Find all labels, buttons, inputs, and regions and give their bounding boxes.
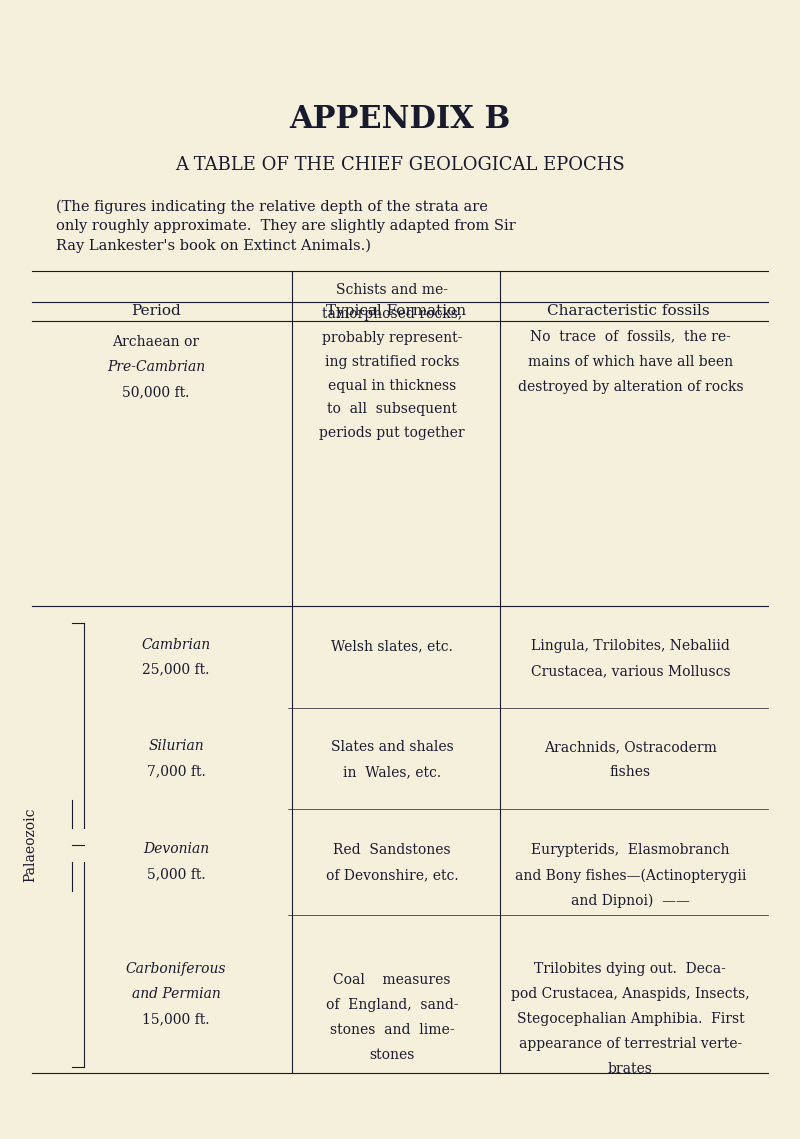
- Text: and Dipnoi)  ——: and Dipnoi) ——: [571, 893, 690, 908]
- Text: 25,000 ft.: 25,000 ft.: [142, 663, 210, 677]
- Text: Devonian: Devonian: [143, 842, 209, 857]
- Text: 7,000 ft.: 7,000 ft.: [146, 764, 206, 778]
- Text: brates: brates: [608, 1062, 653, 1076]
- Text: Carboniferous: Carboniferous: [126, 961, 226, 976]
- Text: to  all  subsequent: to all subsequent: [327, 402, 457, 417]
- Text: and Permian: and Permian: [132, 986, 220, 1001]
- Text: Coal    measures: Coal measures: [334, 973, 450, 988]
- Text: Eurypterids,  Elasmobranch: Eurypterids, Elasmobranch: [531, 843, 730, 858]
- Text: Stegocephalian Amphibia.  First: Stegocephalian Amphibia. First: [517, 1011, 744, 1026]
- Text: periods put together: periods put together: [319, 426, 465, 441]
- Text: Lingula, Trilobites, Nebaliid: Lingula, Trilobites, Nebaliid: [531, 639, 730, 653]
- Text: APPENDIX B: APPENDIX B: [290, 104, 510, 136]
- Text: Welsh slates, etc.: Welsh slates, etc.: [331, 639, 453, 653]
- Text: destroyed by alteration of rocks: destroyed by alteration of rocks: [518, 379, 743, 394]
- Text: Pre-Cambrian: Pre-Cambrian: [107, 360, 205, 375]
- Text: of  England,  sand-: of England, sand-: [326, 998, 458, 1013]
- Text: tamorphosed rocks,: tamorphosed rocks,: [322, 306, 462, 321]
- Text: Schists and me-: Schists and me-: [336, 282, 448, 297]
- Text: Arachnids, Ostracoderm: Arachnids, Ostracoderm: [544, 740, 717, 754]
- Text: Silurian: Silurian: [148, 739, 204, 753]
- Text: Trilobites dying out.  Deca-: Trilobites dying out. Deca-: [534, 961, 726, 976]
- Text: 15,000 ft.: 15,000 ft.: [142, 1011, 210, 1026]
- Text: Typical Formation: Typical Formation: [326, 304, 466, 318]
- Text: Palaeozoic: Palaeozoic: [23, 808, 38, 883]
- Text: ing stratified rocks: ing stratified rocks: [325, 354, 459, 369]
- Text: 5,000 ft.: 5,000 ft.: [146, 867, 206, 882]
- Text: in  Wales, etc.: in Wales, etc.: [343, 765, 441, 779]
- Text: stones: stones: [370, 1048, 414, 1063]
- Text: of Devonshire, etc.: of Devonshire, etc.: [326, 868, 458, 883]
- Text: Period: Period: [131, 304, 181, 318]
- Text: and Bony fishes—(Actinopterygii: and Bony fishes—(Actinopterygii: [514, 868, 746, 883]
- Text: (The figures indicating the relative depth of the strata are
only roughly approx: (The figures indicating the relative dep…: [56, 199, 516, 253]
- Text: Archaean or: Archaean or: [113, 335, 199, 350]
- Text: No  trace  of  fossils,  the re-: No trace of fossils, the re-: [530, 329, 731, 344]
- Text: Characteristic fossils: Characteristic fossils: [546, 304, 710, 318]
- Text: Crustacea, various Molluscs: Crustacea, various Molluscs: [530, 664, 730, 678]
- Text: pod Crustacea, Anaspids, Insects,: pod Crustacea, Anaspids, Insects,: [511, 986, 750, 1001]
- Text: appearance of terrestrial verte-: appearance of terrestrial verte-: [518, 1036, 742, 1051]
- Text: Slates and shales: Slates and shales: [330, 740, 454, 754]
- Text: A TABLE OF THE CHIEF GEOLOGICAL EPOCHS: A TABLE OF THE CHIEF GEOLOGICAL EPOCHS: [175, 156, 625, 174]
- Text: equal in thickness: equal in thickness: [328, 378, 456, 393]
- Text: fishes: fishes: [610, 765, 651, 779]
- Text: Red  Sandstones: Red Sandstones: [333, 843, 451, 858]
- Text: mains of which have all been: mains of which have all been: [528, 354, 733, 369]
- Text: Cambrian: Cambrian: [142, 638, 210, 652]
- Text: stones  and  lime-: stones and lime-: [330, 1023, 454, 1038]
- Text: 50,000 ft.: 50,000 ft.: [122, 385, 190, 400]
- Text: probably represent-: probably represent-: [322, 330, 462, 345]
